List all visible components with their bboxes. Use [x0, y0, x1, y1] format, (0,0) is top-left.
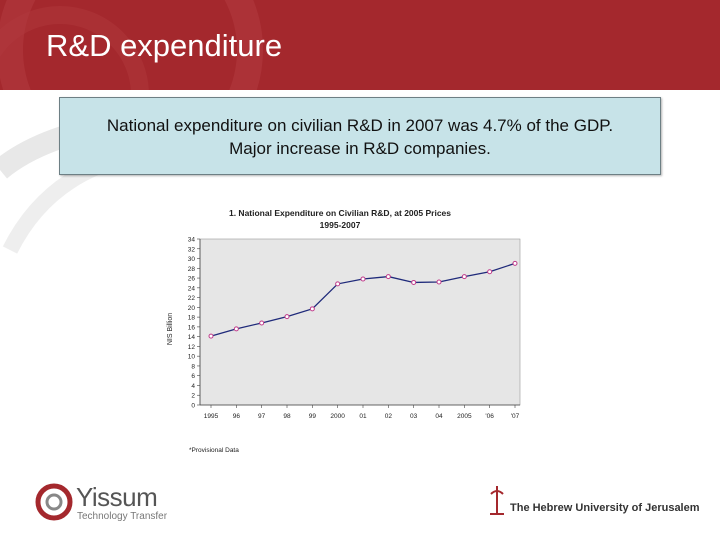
y-tick-label: 28	[188, 266, 196, 273]
chart-title: 1. National Expenditure on Civilian R&D,…	[229, 208, 451, 218]
y-tick-label: 32	[188, 246, 196, 253]
x-tick-label: 02	[385, 413, 393, 420]
y-tick-label: 16	[188, 324, 196, 331]
chart-container: 1. National Expenditure on Civilian R&D,…	[158, 203, 528, 457]
data-point	[385, 274, 391, 280]
y-tick-label: 6	[191, 373, 195, 380]
y-axis-label: NIS Billion	[167, 313, 174, 345]
callout-line-1: National expenditure on civilian R&D in …	[106, 116, 614, 135]
data-point	[335, 281, 341, 287]
y-tick-label: 10	[188, 354, 196, 361]
y-tick-label: 8	[191, 363, 195, 370]
data-point	[487, 269, 493, 275]
data-point	[360, 276, 366, 282]
data-point	[284, 314, 290, 320]
slide-title: R&D expenditure	[46, 28, 283, 63]
y-tick-label: 26	[188, 276, 196, 283]
data-point	[461, 274, 467, 280]
y-tick-label: 18	[188, 315, 196, 322]
data-point	[309, 306, 315, 312]
yissum-logo-icon	[35, 483, 73, 521]
slide-header: R&D expenditure	[0, 0, 720, 90]
chart-note: *Provisional Data	[189, 447, 239, 454]
plot-background	[199, 238, 521, 406]
y-tick-label: 30	[188, 256, 196, 263]
data-point	[259, 320, 265, 326]
data-point	[411, 279, 417, 285]
x-tick-label: 2005	[457, 413, 472, 420]
x-tick-label: 99	[309, 413, 317, 420]
x-tick-label: 97	[258, 413, 266, 420]
x-tick-label: 04	[435, 413, 443, 420]
data-point	[512, 260, 518, 266]
x-tick-label: 2000	[330, 413, 345, 420]
header-swirl-decoration	[0, 0, 263, 90]
x-tick-label: '07	[511, 413, 520, 420]
callout-line-2: Major increase in R&D companies.	[229, 139, 491, 158]
y-tick-label: 2	[191, 393, 195, 400]
y-tick-label: 24	[188, 285, 196, 292]
data-point	[436, 279, 442, 285]
y-tick-label: 22	[188, 295, 196, 302]
line-chart: 1. National Expenditure on Civilian R&D,…	[167, 208, 521, 454]
y-tick-label: 14	[188, 334, 196, 341]
data-point	[233, 326, 239, 332]
x-tick-label: 96	[233, 413, 241, 420]
x-tick-label: 01	[359, 413, 367, 420]
yissum-logo-subtitle: Technology Transfer	[77, 511, 168, 522]
y-tick-label: 20	[188, 305, 196, 312]
hebrew-university-emblem-icon	[490, 486, 504, 515]
yissum-logo-name: Yissum	[76, 482, 158, 512]
x-tick-label: 1995	[204, 413, 219, 420]
y-tick-label: 34	[188, 237, 196, 244]
summary-callout: National expenditure on civilian R&D in …	[59, 97, 661, 175]
y-tick-label: 4	[191, 383, 195, 390]
x-tick-label: 98	[283, 413, 291, 420]
data-point	[208, 333, 214, 339]
hebrew-university-name: The Hebrew University of Jerusalem	[510, 502, 700, 514]
x-tick-label: 03	[410, 413, 418, 420]
x-tick-label: '06	[485, 413, 494, 420]
y-tick-label: 12	[188, 344, 196, 351]
y-tick-label: 0	[191, 403, 195, 410]
chart-subtitle: 1995-2007	[320, 220, 361, 230]
